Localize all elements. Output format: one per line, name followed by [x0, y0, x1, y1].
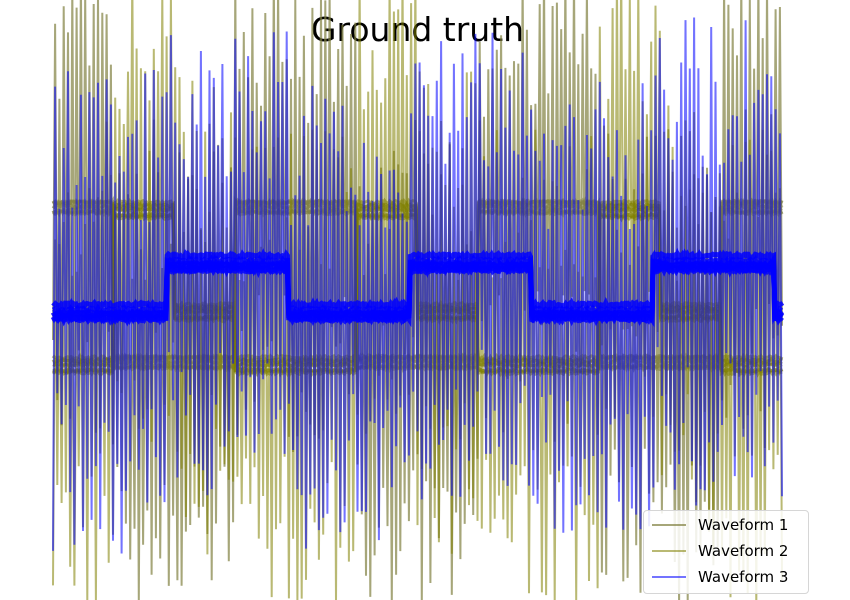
series-level-3 [51, 247, 785, 314]
legend-swatch-waveform-2 [652, 550, 686, 552]
legend: Waveform 1 Waveform 2 Waveform 3 [643, 510, 809, 594]
legend-label-waveform-3: Waveform 3 [698, 568, 789, 586]
legend-label-waveform-2: Waveform 2 [698, 542, 789, 560]
chart-title: Ground truth [310, 10, 525, 49]
series-level-3 [51, 251, 783, 318]
legend-item-waveform-3: Waveform 3 [652, 567, 788, 587]
series-trace-3 [52, 17, 783, 554]
legend-item-waveform-1: Waveform 1 [652, 515, 788, 535]
legend-item-waveform-2: Waveform 2 [652, 541, 788, 561]
legend-swatch-waveform-3 [652, 576, 686, 578]
series-level-3 [50, 259, 783, 326]
legend-label-waveform-1: Waveform 1 [698, 516, 789, 534]
legend-swatch-waveform-1 [652, 524, 686, 526]
